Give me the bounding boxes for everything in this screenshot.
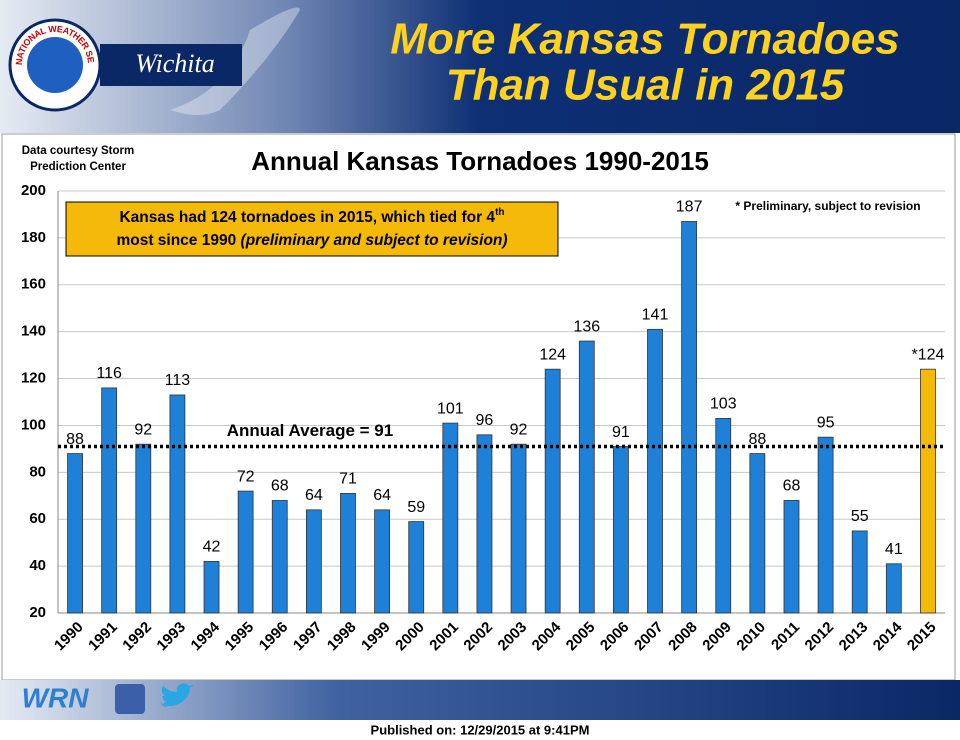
bar	[101, 387, 118, 614]
value-label: 116	[96, 365, 122, 382]
bar	[544, 368, 561, 614]
bar	[647, 328, 663, 614]
value-label: 92	[510, 421, 528, 438]
y-tick-label: 20	[29, 604, 46, 621]
value-label: 68	[783, 478, 801, 495]
average-label: Annual Average = 91	[227, 421, 393, 440]
chart-title: Annual Kansas Tornadoes 1990-2015	[251, 146, 709, 176]
bar	[749, 453, 766, 614]
y-tick-label: 40	[29, 557, 46, 574]
y-tick-label: 60	[29, 510, 46, 527]
bar	[510, 443, 527, 614]
bar	[476, 434, 493, 614]
nws-logo-center	[27, 37, 83, 93]
value-label: 101	[437, 400, 464, 417]
y-tick-label: 180	[21, 229, 46, 246]
value-label: 88	[66, 431, 84, 448]
value-label: 136	[573, 318, 600, 335]
bar	[203, 561, 220, 614]
value-label: 124	[539, 346, 566, 363]
footer-logo: WRN	[22, 682, 90, 713]
bar	[305, 509, 322, 614]
value-label: 113	[165, 372, 191, 389]
published: Published on: 12/29/2015 at 9:41PM	[371, 722, 590, 737]
value-label: 141	[642, 307, 669, 324]
bar	[613, 446, 629, 614]
office-box	[100, 44, 242, 86]
y-tick-label: 140	[21, 323, 46, 340]
bar	[271, 500, 288, 614]
value-label: 41	[885, 541, 903, 558]
value-label: 59	[407, 499, 425, 516]
bar	[237, 490, 254, 614]
bar	[715, 418, 732, 614]
bar	[135, 443, 152, 614]
value-label: 68	[271, 478, 289, 495]
annotation: most since 1990 (preliminary and subject…	[116, 232, 507, 249]
twitter-icon[interactable]	[160, 683, 194, 707]
source: Data courtesy Storm	[22, 145, 134, 157]
annotation-text: Kansas had 124 tornadoes in 2015, which …	[119, 209, 495, 226]
value-label: 187	[676, 199, 703, 216]
value-label: 91	[612, 424, 630, 441]
annotation-text: most since 1990	[116, 232, 240, 249]
bar	[885, 563, 902, 614]
facebook-icon[interactable]	[115, 684, 145, 714]
annotation: Kansas had 124 tornadoes in 2015, which …	[119, 207, 504, 226]
value-label: 92	[134, 421, 152, 438]
y-tick-label: 120	[21, 370, 46, 387]
y-tick-label: 80	[29, 463, 46, 480]
annotation-box	[65, 201, 559, 257]
footer-band	[0, 680, 960, 720]
y-tick-label: 100	[21, 416, 46, 433]
value-label: 55	[851, 508, 869, 525]
value-label: 103	[710, 396, 737, 413]
slide-title: More Kansas Tornadoes	[390, 15, 899, 64]
value-label: 88	[748, 431, 766, 448]
value-label: 96	[476, 412, 494, 429]
value-label: 72	[237, 468, 255, 485]
bar	[920, 368, 936, 614]
office-name: Wichita	[135, 49, 214, 78]
value-label: 95	[817, 414, 835, 431]
source: Prediction Center	[30, 161, 126, 173]
value-label: 64	[305, 487, 323, 504]
value-label: 64	[373, 487, 391, 504]
bar	[340, 493, 356, 614]
y-tick-label: 200	[21, 182, 46, 199]
bar	[374, 509, 390, 614]
note: * Preliminary, subject to revision	[735, 199, 920, 213]
y-tick-label: 160	[21, 276, 46, 293]
logo-bird	[170, 7, 300, 115]
bar	[783, 500, 800, 614]
bar	[681, 221, 698, 614]
bar	[578, 340, 595, 614]
bar	[851, 530, 868, 614]
value-label: 71	[339, 471, 357, 488]
bar	[169, 394, 186, 614]
bar	[442, 422, 459, 614]
value-label: *124	[911, 346, 944, 363]
annotation-italic: (preliminary and subject to revision)	[241, 232, 508, 249]
slide-title: Than Usual in 2015	[446, 61, 845, 110]
bar	[817, 436, 834, 614]
bar	[408, 521, 425, 614]
value-label: 42	[203, 539, 221, 556]
bar	[67, 453, 83, 614]
annotation-sup: th	[495, 207, 504, 218]
